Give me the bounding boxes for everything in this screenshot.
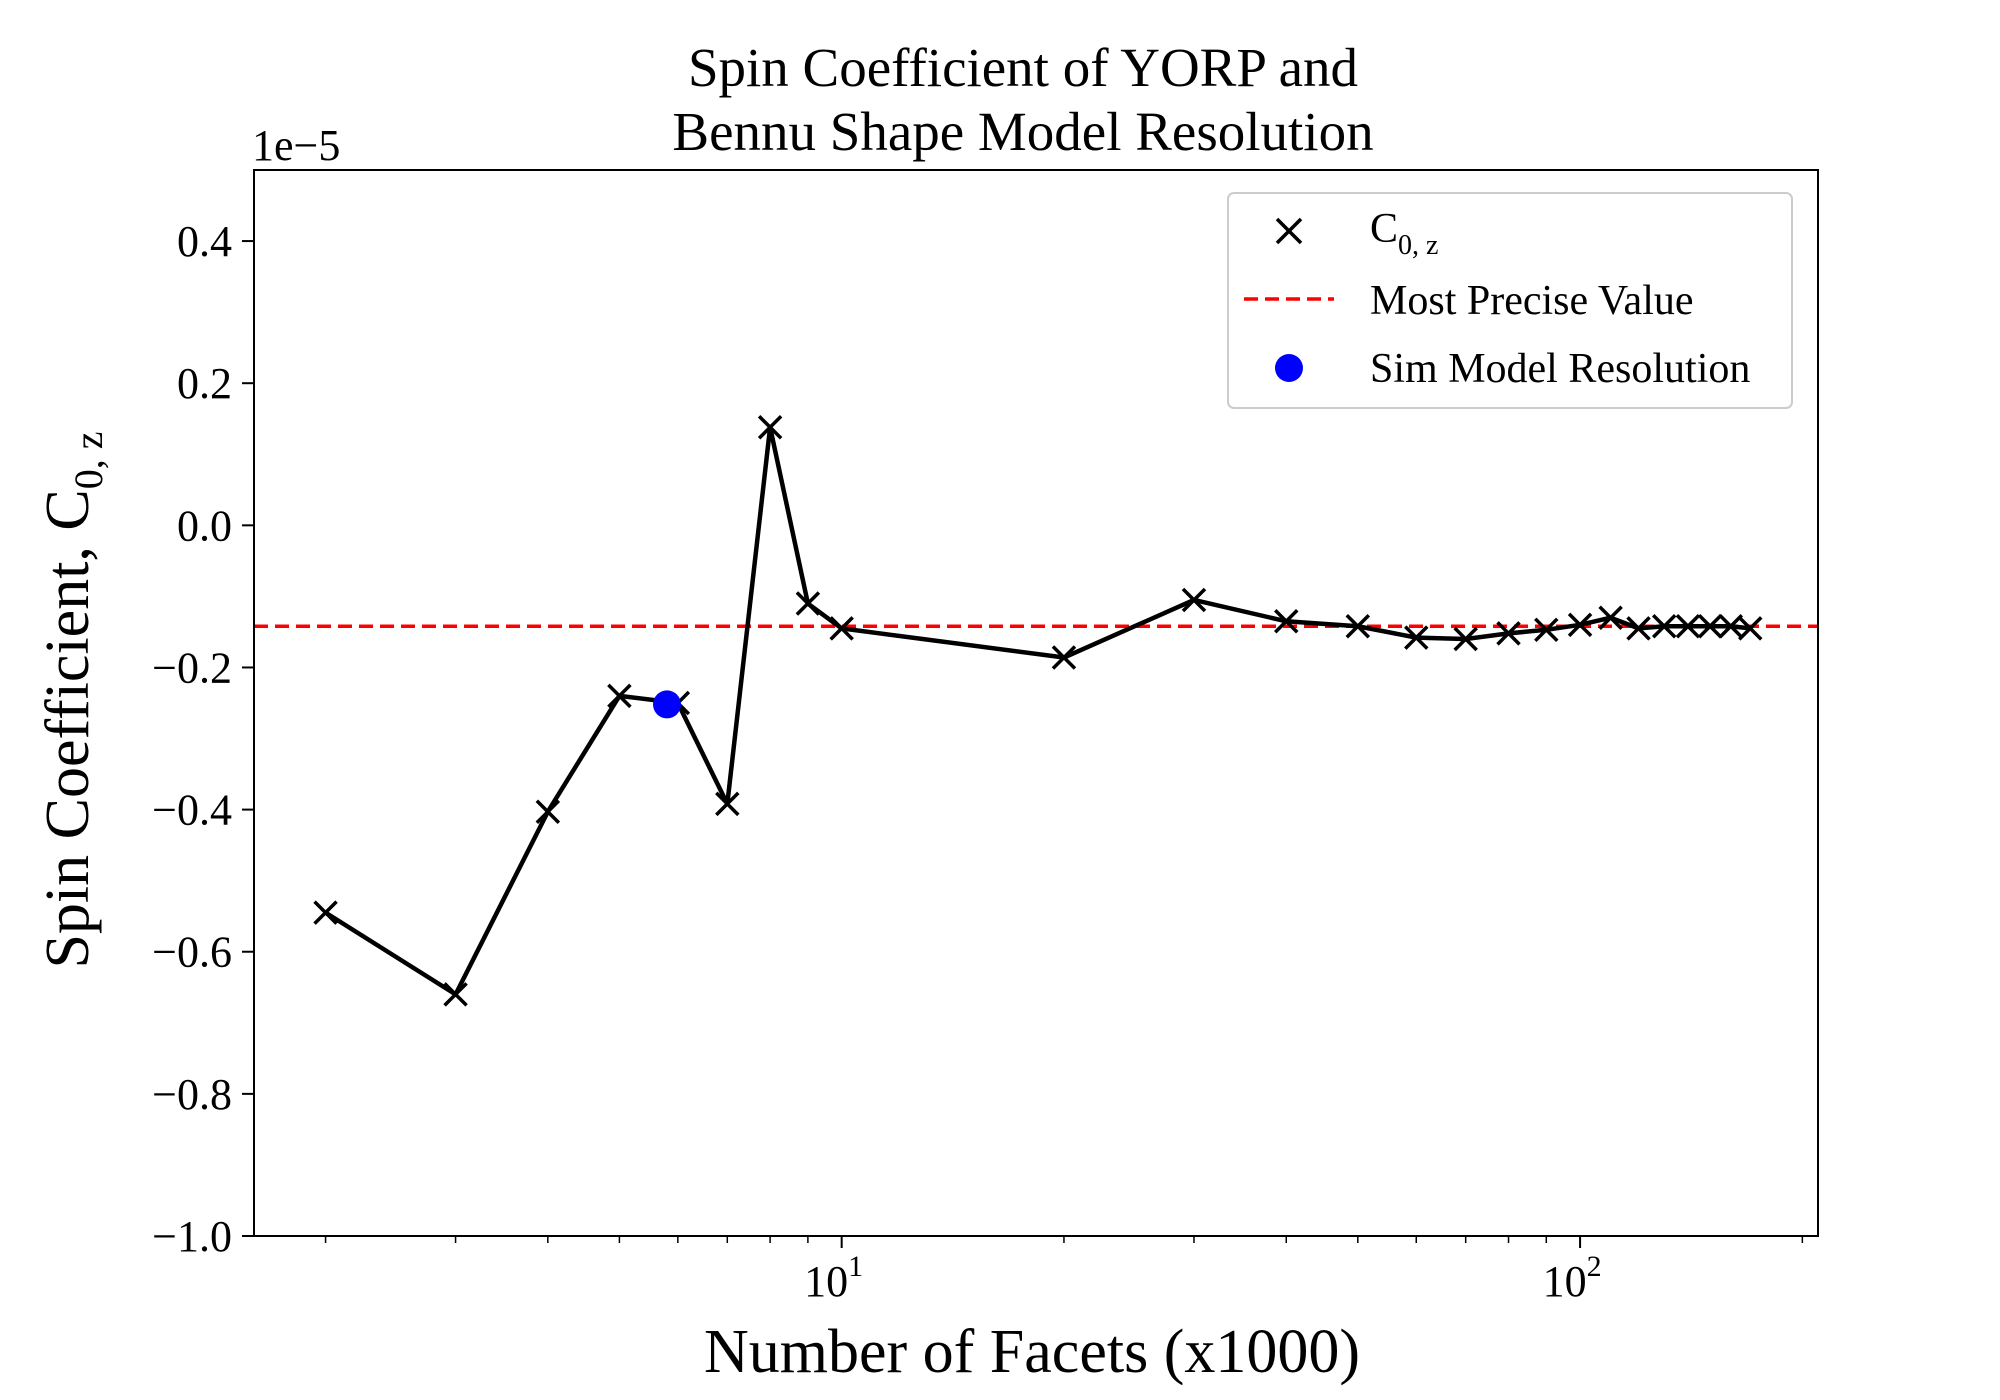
y-tick-label-5: −0.6 xyxy=(152,928,232,977)
x-tick-label-exp-1: 2 xyxy=(1587,1250,1602,1283)
data-point-17-stroke-b xyxy=(1567,612,1593,638)
data-point-16-stroke-b xyxy=(1534,617,1559,643)
data-point-2 xyxy=(535,799,561,824)
legend-marker-dot xyxy=(1275,354,1303,382)
data-point-9 xyxy=(1051,645,1077,670)
data-point-8 xyxy=(829,616,854,641)
data-point-13-stroke-b xyxy=(1404,625,1429,650)
x-tick-label-1: 102 xyxy=(1543,1250,1602,1306)
data-point-5-stroke-b xyxy=(715,791,740,817)
legend-label-most-precise: Most Precise Value xyxy=(1370,278,1694,324)
data-point-7 xyxy=(795,591,821,616)
data-point-10 xyxy=(1181,587,1207,613)
data-point-12-stroke-b xyxy=(1345,614,1371,639)
data-point-14-stroke-b xyxy=(1453,626,1478,652)
data-point-21-stroke-b xyxy=(1675,614,1701,639)
y-tick-label-2: 0.0 xyxy=(177,501,232,550)
data-point-12 xyxy=(1345,614,1371,639)
y-tick-label-6: −0.8 xyxy=(152,1070,232,1119)
legend-label-c0z-main: C xyxy=(1370,206,1398,252)
data-point-7-stroke-b xyxy=(795,591,821,616)
data-point-0 xyxy=(313,900,338,925)
y-tick-label-7: −1.0 xyxy=(152,1212,232,1261)
data-point-16 xyxy=(1534,617,1559,643)
data-point-1 xyxy=(443,982,468,1007)
data-point-15 xyxy=(1496,621,1521,646)
data-point-23 xyxy=(1718,614,1744,639)
x-tick-label-base-1: 10 xyxy=(1543,1257,1587,1306)
legend-marker-x xyxy=(1275,217,1303,245)
chart-title-line-2: Bennu Shape Model Resolution xyxy=(672,101,1373,162)
x-ticks: 101 102 xyxy=(804,1236,1602,1306)
y-tick-label-1: 0.2 xyxy=(177,359,232,408)
highlight-point-sim-model-resolution xyxy=(652,690,681,719)
legend: C0, z Most Precise Value Sim Model Resol… xyxy=(1227,192,1793,409)
data-point-18 xyxy=(1598,605,1623,630)
y-ticks: 0.4 0.2 0.0 −0.2 −0.4 −0.6 −0.8 −1.0 xyxy=(152,217,254,1261)
data-point-22-stroke-b xyxy=(1697,614,1723,639)
data-point-3-stroke-b xyxy=(607,683,632,709)
plot-frame xyxy=(253,169,1819,1237)
data-point-10-stroke-b xyxy=(1181,587,1207,613)
data-point-15-stroke-b xyxy=(1496,621,1521,646)
data-point-14 xyxy=(1453,626,1478,652)
data-point-20-stroke-b xyxy=(1651,614,1677,639)
x-axis-label: Number of Facets (x1000) xyxy=(704,1318,1360,1386)
data-point-6 xyxy=(757,415,783,440)
data-point-24-stroke-b xyxy=(1737,616,1763,641)
x-minor-ticks xyxy=(324,1236,1804,1243)
chart-title-line-1: Spin Coefficient of YORP and xyxy=(688,37,1358,98)
y-axis-label-main: Spin Coefficient, C xyxy=(34,489,102,968)
y-axis-label: Spin Coefficient, C0, z xyxy=(34,431,111,968)
x-tick-label-exp-0: 1 xyxy=(848,1250,863,1283)
y-offset-label: 1e−5 xyxy=(252,121,340,170)
data-point-19-stroke-b xyxy=(1626,616,1651,641)
y-tick-label-3: −0.2 xyxy=(152,643,232,692)
data-point-11-stroke-b xyxy=(1273,609,1299,634)
data-point-19 xyxy=(1626,616,1651,641)
data-point-5 xyxy=(715,791,740,817)
y-axis-label-sub: 0, z xyxy=(66,431,111,489)
data-point-18-stroke-b xyxy=(1598,605,1623,630)
x-tick-label-0: 101 xyxy=(804,1250,863,1306)
data-point-17 xyxy=(1567,612,1593,638)
data-point-23-stroke-b xyxy=(1718,614,1744,639)
legend-label-c0z-sub: 0, z xyxy=(1398,230,1438,261)
legend-box xyxy=(1227,192,1793,409)
data-point-9-stroke-b xyxy=(1051,645,1077,670)
legend-label-sim-model: Sim Model Resolution xyxy=(1370,346,1750,392)
data-point-22 xyxy=(1697,614,1723,639)
data-point-6-stroke-b xyxy=(757,415,783,440)
data-point-0-stroke-b xyxy=(313,900,338,925)
data-point-1-stroke-b xyxy=(443,982,468,1007)
y-tick-label-4: −0.4 xyxy=(152,786,232,835)
data-point-2-stroke-b xyxy=(535,799,561,824)
data-point-11 xyxy=(1273,609,1299,634)
data-point-24 xyxy=(1737,616,1763,641)
legend-label-c0z: C0, z xyxy=(1370,206,1438,261)
data-point-3 xyxy=(607,683,632,709)
data-point-13 xyxy=(1404,625,1429,650)
data-point-8-stroke-b xyxy=(829,616,854,641)
y-tick-label-0: 0.4 xyxy=(177,217,232,266)
data-point-21 xyxy=(1675,614,1701,639)
data-point-20 xyxy=(1651,614,1677,639)
x-tick-label-base-0: 10 xyxy=(804,1257,848,1306)
